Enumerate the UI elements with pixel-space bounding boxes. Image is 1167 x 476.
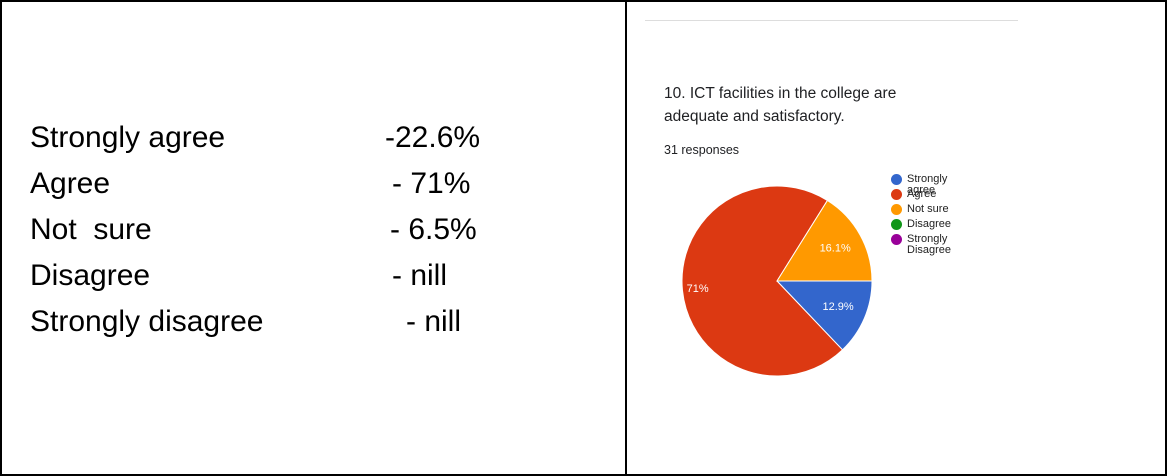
row-value: - nill	[392, 259, 448, 292]
legend-label: Not sure	[907, 203, 949, 215]
row-value: - nill	[406, 305, 462, 338]
row-value: - 6.5%	[390, 213, 477, 246]
row-value: -22.6%	[385, 121, 481, 154]
pie-slice	[776, 199, 873, 282]
row-value: - 71%	[392, 167, 471, 200]
legend-label: Strongly Disagree	[907, 233, 952, 256]
divider	[645, 20, 1018, 21]
slice-label: 71%	[687, 283, 709, 295]
slice-label: 16.1%	[820, 243, 851, 255]
legend-label: Strongly agree	[907, 173, 948, 196]
legend-swatch	[891, 174, 902, 185]
row-label: Agree	[30, 167, 111, 200]
row-label: Strongly disagree	[30, 305, 264, 338]
pie-slice	[681, 185, 844, 377]
legend-swatch	[891, 234, 902, 245]
row-label: Disagree	[30, 259, 151, 292]
row-label: Strongly agree	[30, 121, 226, 154]
right-panel	[625, 0, 1167, 476]
chart-title: 10. ICT facilities in the college are ad…	[664, 85, 897, 125]
slice-label: 12.9%	[823, 301, 854, 313]
legend-label: Disagree	[907, 218, 952, 230]
legend-label: Agree	[907, 188, 937, 200]
row-label: Not sure	[30, 213, 152, 246]
response-count: 31 responses	[664, 143, 740, 157]
pie-slice	[775, 280, 873, 351]
legend-swatch	[891, 189, 902, 200]
legend-swatch	[891, 219, 902, 230]
legend-swatch	[891, 204, 902, 215]
